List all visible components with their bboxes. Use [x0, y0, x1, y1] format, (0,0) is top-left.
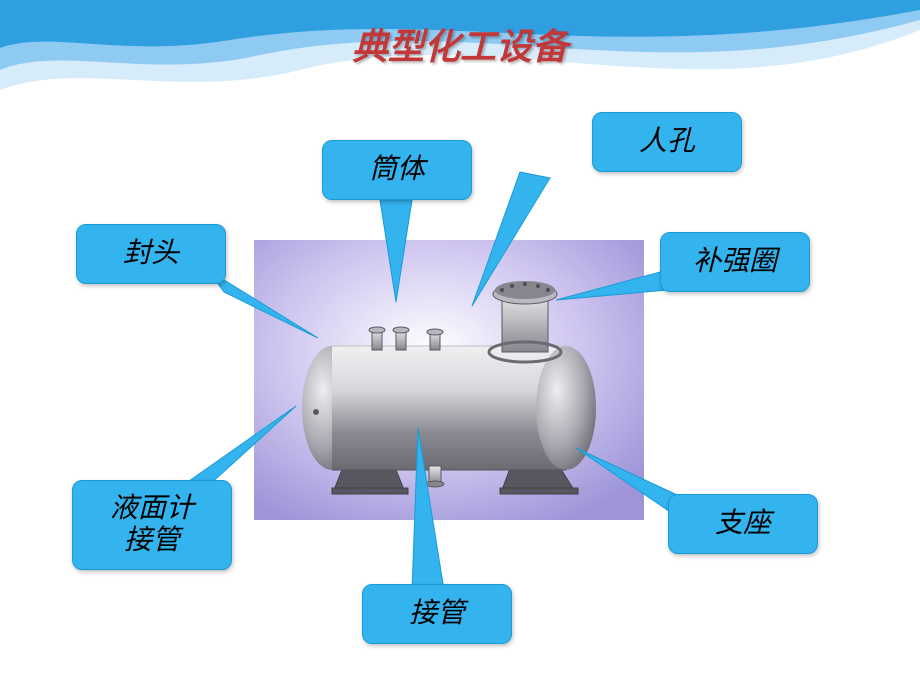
callout-label-saddle: 支座 — [668, 494, 818, 554]
callout-saddle: 支座 — [668, 494, 818, 554]
callout-label-manhole: 人孔 — [592, 112, 742, 172]
callout-cylinder: 筒体 — [322, 140, 472, 200]
callout-label-reinforcing-ring: 补强圈 — [660, 232, 810, 292]
callout-head: 封头 — [76, 224, 226, 284]
callout-label-nozzle: 接管 — [362, 584, 512, 644]
callout-reinforcing-ring: 补强圈 — [660, 232, 810, 292]
callout-label-gauge-nozzle: 液面计 接管 — [72, 480, 232, 570]
page-title: 典型化工设备 — [352, 18, 568, 70]
callout-gauge-nozzle: 液面计 接管 — [72, 480, 232, 570]
callout-label-head: 封头 — [76, 224, 226, 284]
callout-manhole: 人孔 — [592, 112, 742, 172]
callout-nozzle: 接管 — [362, 584, 512, 644]
callout-label-cylinder: 筒体 — [322, 140, 472, 200]
